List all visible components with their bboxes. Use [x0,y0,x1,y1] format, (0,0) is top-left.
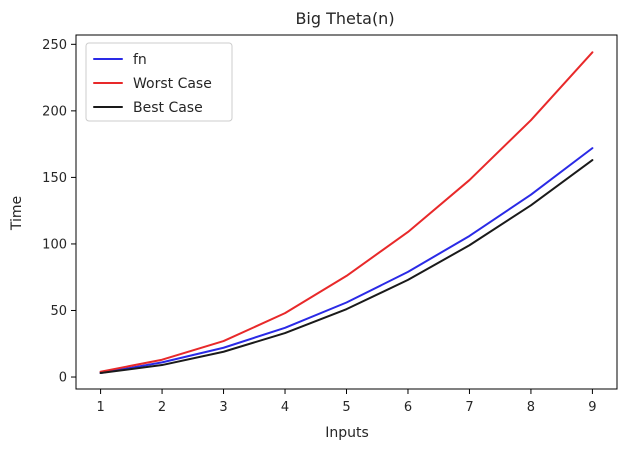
y-tick-label: 250 [42,38,67,53]
x-tick-label: 9 [588,400,596,415]
y-tick-label: 0 [59,371,67,386]
x-tick-label: 8 [527,400,535,415]
best-case-line [99,159,594,375]
axes: 1 2 3 4 5 6 7 8 9 0 50 100 150 200 250 [42,38,596,415]
x-tick-label: 2 [158,400,166,415]
legend-box [85,42,233,122]
y-tick-label: 100 [42,237,67,252]
worst-case-line [99,51,594,373]
fn-line [99,147,594,375]
y-tick-label: 200 [42,104,67,119]
best-case-legend-label: Best Case [133,100,203,116]
worst-case-legend-label: Worst Case [133,76,212,92]
fn-legend-label: fn [133,52,147,68]
y-axis-label: Time [9,196,25,231]
x-tick-label: 3 [219,400,227,415]
x-tick-label: 7 [465,400,473,415]
y-tick-label: 150 [42,171,67,186]
x-tick-label: 4 [281,400,289,415]
y-tick-label: 50 [50,304,67,319]
legend: fn Worst Case Best Case [85,42,233,122]
series-lines [99,51,594,375]
x-tick-label: 1 [96,400,104,415]
chart-title: Big Theta(n) [295,9,394,28]
x-tick-label: 5 [342,400,350,415]
x-tick-label: 6 [404,400,412,415]
x-axis-label: Inputs [325,425,369,441]
